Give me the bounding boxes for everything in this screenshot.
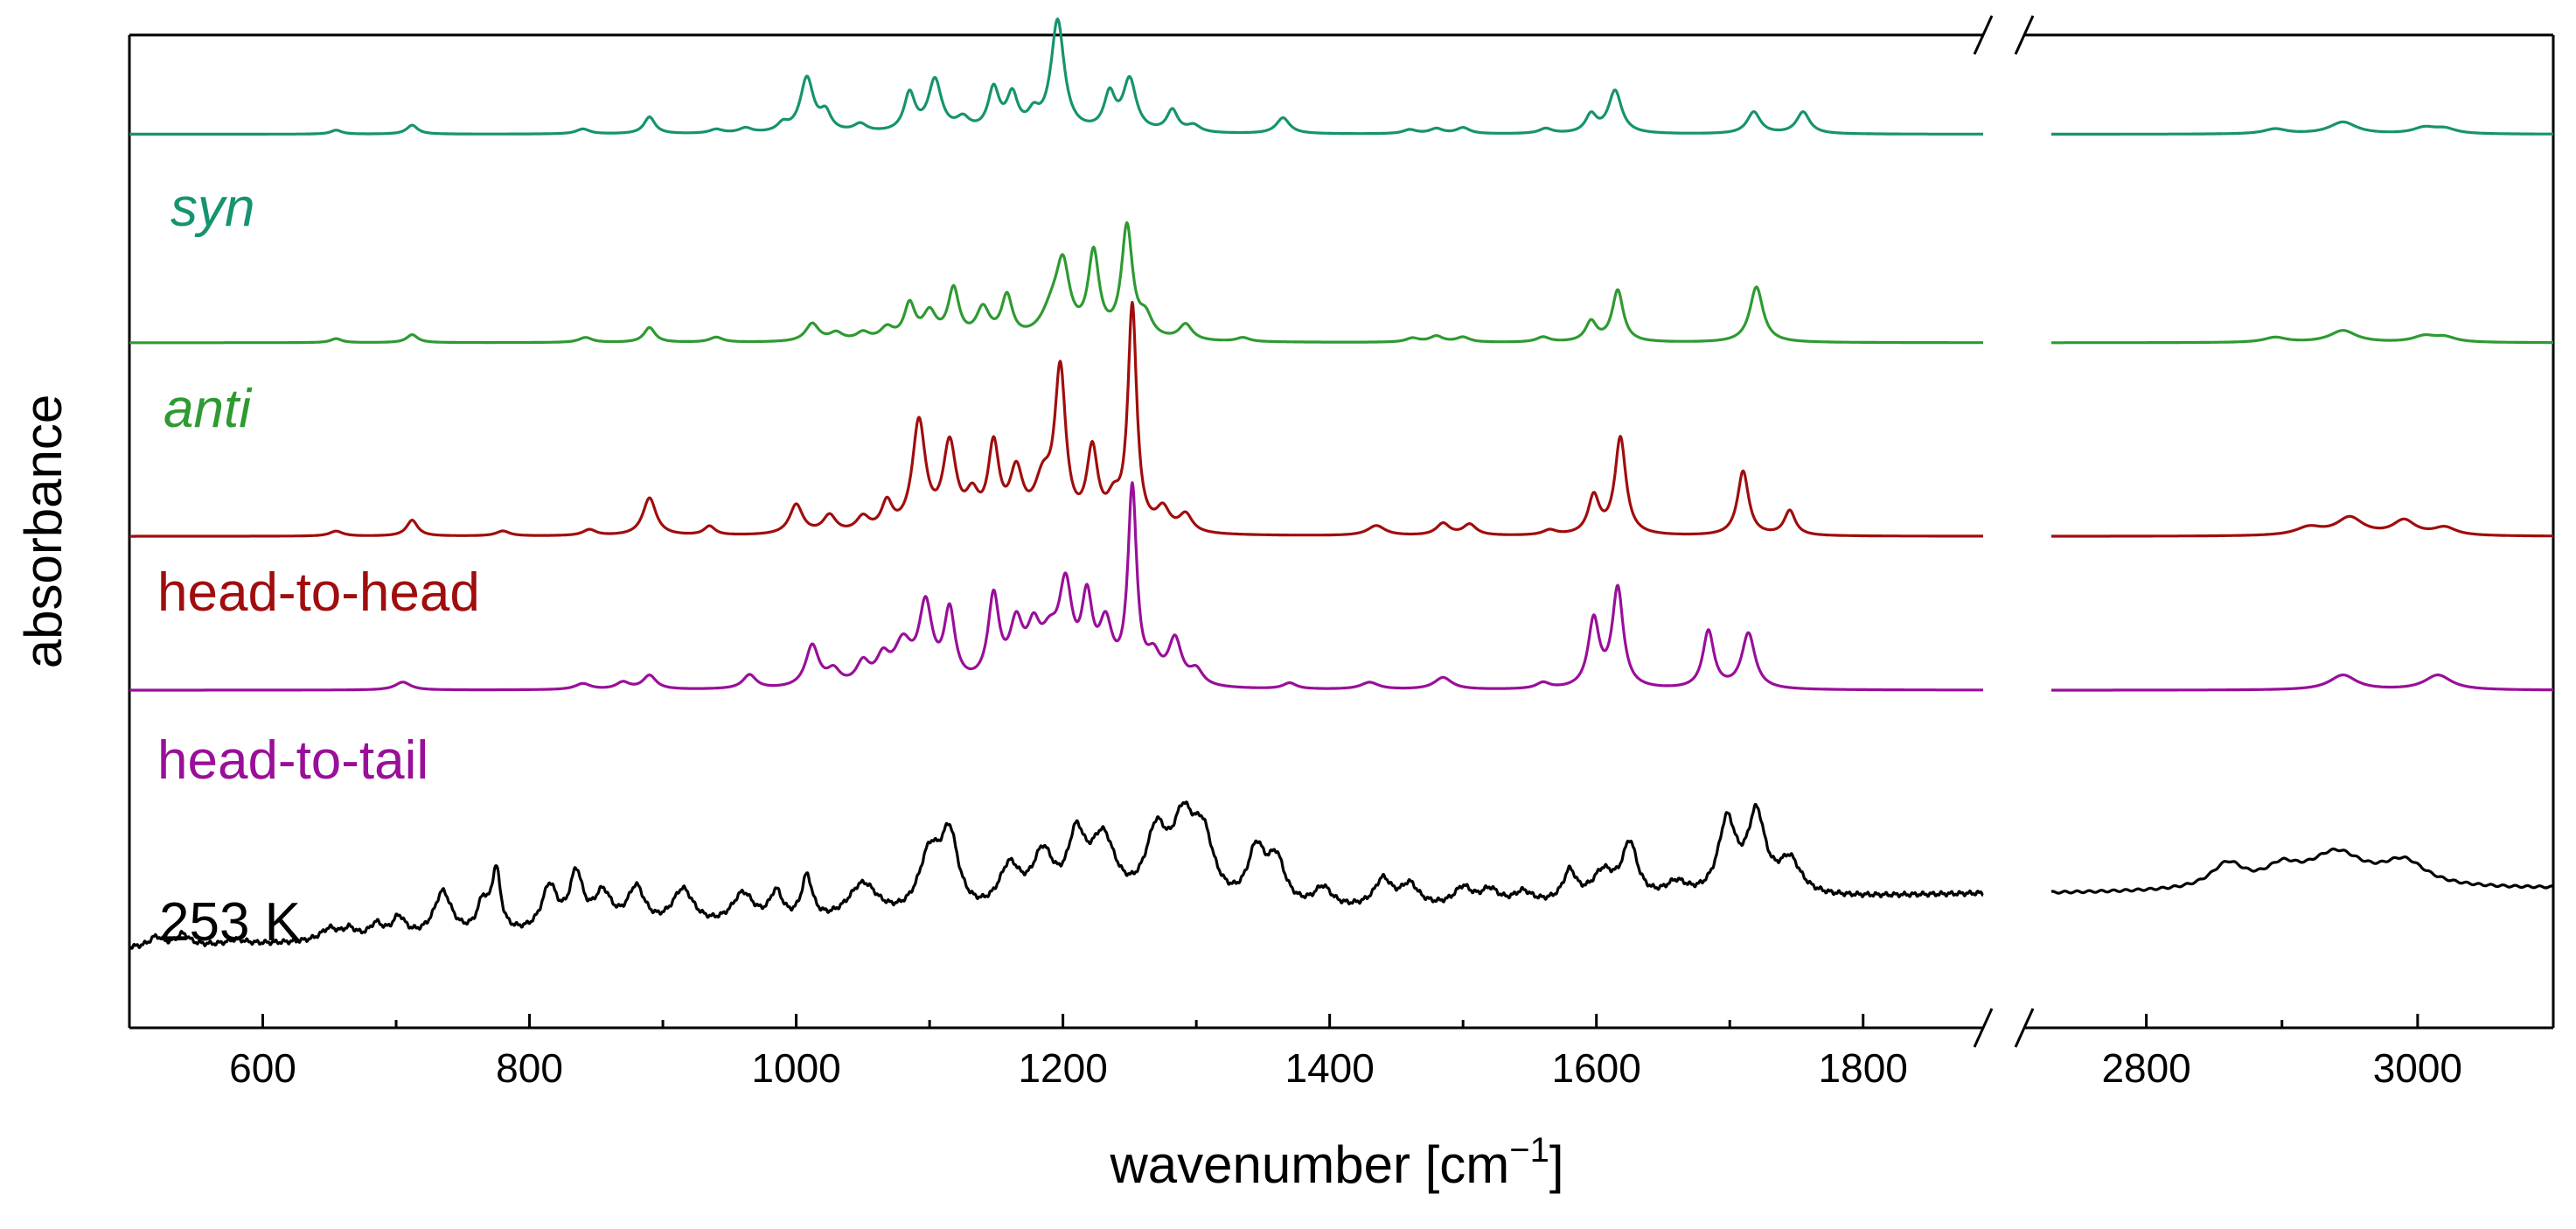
- series-line-head-to-tail: [129, 481, 1984, 692]
- series-line-head-to-head: [129, 301, 1984, 538]
- series-label-head-to-tail: head-to-tail: [157, 730, 428, 791]
- series-line-syn: [129, 17, 1984, 136]
- y-axis-title: absorbance: [14, 395, 73, 669]
- x-tick-label: 1200: [1018, 1045, 1107, 1091]
- series-label-syn: syn: [171, 178, 254, 238]
- x-tick-label: 1600: [1552, 1045, 1641, 1091]
- series-label-anti: anti: [164, 379, 253, 439]
- x-tick-label: 2800: [2101, 1045, 2190, 1091]
- x-tick-label: 3000: [2373, 1045, 2462, 1091]
- series-line-anti-high: [2050, 329, 2554, 345]
- axis-break-mark: [1973, 1008, 1994, 1048]
- series-line-syn-high: [2050, 120, 2554, 136]
- x-tick-label: 600: [229, 1045, 296, 1091]
- series-label-head-to-head: head-to-head: [157, 562, 480, 623]
- series-line-253-k-high: [2050, 847, 2554, 895]
- x-tick-label: 1000: [751, 1045, 840, 1091]
- series-line-head-to-tail-high: [2050, 674, 2554, 692]
- axis-break-mark: [1973, 15, 1994, 55]
- series-line-253-k: [129, 800, 1984, 950]
- x-axis-title: wavenumber [cm−1]: [1109, 1131, 1563, 1194]
- series-line-anti: [129, 221, 1984, 345]
- axis-break-mark: [2014, 1008, 2035, 1048]
- x-tick-label: 800: [496, 1045, 563, 1091]
- axis-break-mark: [2014, 15, 2035, 55]
- x-tick-label: 1800: [1819, 1045, 1908, 1091]
- series-line-head-to-head-high: [2050, 514, 2554, 538]
- x-tick-label: 1400: [1285, 1045, 1374, 1091]
- series-label-253-k: 253 K: [159, 892, 301, 953]
